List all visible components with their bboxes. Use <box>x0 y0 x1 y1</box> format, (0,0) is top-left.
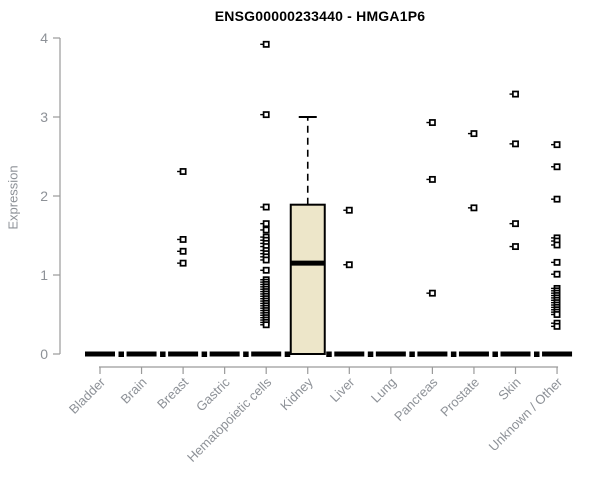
zero-dash <box>168 351 199 357</box>
outlier-point <box>553 241 561 249</box>
zero-point <box>409 351 415 357</box>
outlier-point <box>262 256 270 264</box>
category-label: Brain <box>118 375 150 407</box>
y-tick-label: 4 <box>40 30 48 46</box>
category-label: Pancreas <box>391 374 441 424</box>
outlier-point <box>428 119 436 126</box>
category-label: Gastric <box>193 374 233 414</box>
outlier-point <box>262 203 270 211</box>
outlier-point <box>512 220 519 228</box>
outlier-point <box>553 141 561 149</box>
zero-point <box>284 351 291 357</box>
outlier-point <box>179 247 187 255</box>
zero-dash <box>334 351 365 357</box>
outlier-point <box>262 220 270 228</box>
zero-point <box>450 351 457 357</box>
category-label: Unknown / Other <box>486 374 566 454</box>
outlier-point <box>345 261 353 269</box>
zero-dash <box>458 351 489 357</box>
category-label: Bladder <box>66 374 109 417</box>
outlier-point <box>428 289 436 297</box>
zero-dash <box>417 351 448 357</box>
zero-point <box>118 351 124 357</box>
category-label: Skin <box>495 375 523 403</box>
outlier-point <box>428 175 436 183</box>
zero-point <box>534 351 540 357</box>
zero-dash <box>500 351 531 357</box>
outlier-point <box>262 266 270 274</box>
outlier-point <box>553 322 561 330</box>
zero-dash <box>375 351 406 357</box>
outlier-point <box>262 40 270 48</box>
zero-point <box>367 351 374 357</box>
category-label: Kidney <box>277 374 316 413</box>
y-tick-label: 0 <box>40 346 48 362</box>
box-Kidney <box>289 203 326 355</box>
outlier-point <box>262 226 270 234</box>
zero-point <box>243 351 249 357</box>
category-label: Liver <box>327 374 358 405</box>
zero-point <box>492 351 498 357</box>
outlier-point <box>512 90 519 98</box>
zero-dash <box>85 351 115 357</box>
zero-dash <box>126 351 157 357</box>
zero-dash <box>209 351 240 357</box>
outlier-point <box>179 236 187 243</box>
outlier-point <box>512 243 519 251</box>
category-label: Prostate <box>437 375 482 420</box>
outlier-point <box>553 311 561 318</box>
outlier-point <box>512 140 519 148</box>
outlier-point <box>553 195 561 203</box>
category-label: Breast <box>154 374 191 411</box>
zero-point <box>326 351 332 357</box>
outlier-point <box>262 321 270 329</box>
chart-title: ENSG00000233440 - HMGA1P6 <box>214 8 426 24</box>
y-tick-label: 1 <box>40 267 48 283</box>
outlier-point <box>470 204 478 212</box>
zero-dash <box>542 351 573 357</box>
outlier-point <box>179 259 187 267</box>
outlier-point <box>553 270 561 278</box>
outlier-point <box>179 168 187 175</box>
category-label: Lung <box>368 375 399 406</box>
outlier-point <box>553 163 561 171</box>
outlier-point <box>262 111 270 119</box>
zero-point <box>201 351 208 357</box>
outlier-point <box>553 258 561 266</box>
y-tick-label: 2 <box>40 188 48 204</box>
y-tick-label: 3 <box>40 109 48 125</box>
zero-point <box>160 351 166 357</box>
outlier-point <box>470 130 478 138</box>
zero-dash <box>251 351 282 357</box>
outlier-point <box>345 206 353 214</box>
